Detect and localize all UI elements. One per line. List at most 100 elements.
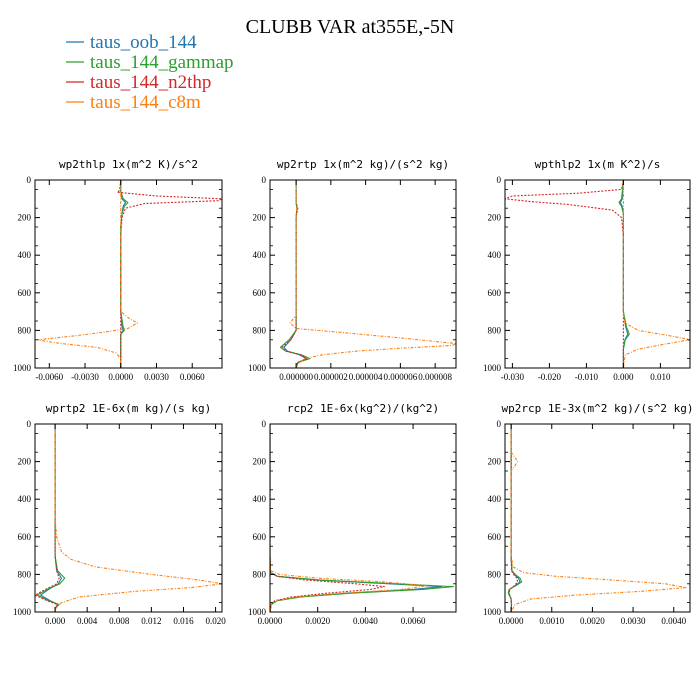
x-tick-label: 0.0030 xyxy=(621,616,646,626)
x-tick-label: -0.020 xyxy=(538,372,562,382)
series-line-taus_144_n2thp xyxy=(508,424,519,612)
y-tick-label: 0 xyxy=(27,419,32,429)
y-tick-label: 200 xyxy=(18,457,32,467)
plot-frame xyxy=(34,179,223,369)
x-tick-label: 0.0000 xyxy=(258,616,283,626)
chart-panels: wp2thlp 1x(m^2 K)/s^202004006008001000-0… xyxy=(13,158,694,626)
series-line-taus_144_gammap xyxy=(270,424,455,612)
figure-title: CLUBB VAR at355E,-5N xyxy=(246,16,455,38)
plot-frame xyxy=(269,423,457,613)
legend: taus_oob_144taus_144_gammaptaus_144_n2th… xyxy=(66,32,234,113)
panel-title: wprtp2 1E-6x(m kg)/(s kg) xyxy=(46,402,212,415)
y-tick-label: 0 xyxy=(27,175,32,185)
y-tick-label: 0 xyxy=(262,419,267,429)
x-tick-label: 0.004 xyxy=(77,616,98,626)
series-line-taus_144_gammap xyxy=(279,180,311,368)
series-line-taus_oob_144 xyxy=(40,424,63,612)
series-line-taus_144_gammap xyxy=(36,424,66,612)
x-tick-label: 0.0000 xyxy=(499,616,524,626)
series-line-taus_144_gammap xyxy=(507,424,523,612)
y-tick-label: 400 xyxy=(253,250,267,260)
x-tick-label: 0.012 xyxy=(141,616,161,626)
y-tick-label: 600 xyxy=(18,532,32,542)
x-tick-label: 0.0010 xyxy=(539,616,564,626)
x-tick-label: -0.0060 xyxy=(35,372,63,382)
y-tick-label: 200 xyxy=(488,213,502,223)
series-line-taus_144_c8m xyxy=(36,180,138,368)
y-tick-label: 400 xyxy=(18,250,32,260)
y-tick-label: 800 xyxy=(253,325,267,335)
y-tick-label: 200 xyxy=(253,213,267,223)
y-tick-label: 200 xyxy=(488,457,502,467)
series-line-taus_144_n2thp xyxy=(505,180,624,368)
x-tick-label: 0.000006 xyxy=(383,372,417,382)
y-tick-label: 800 xyxy=(18,569,32,579)
x-tick-label: 0.0020 xyxy=(580,616,605,626)
x-tick-label: 0.010 xyxy=(650,372,671,382)
y-tick-label: 0 xyxy=(497,175,502,185)
x-tick-label: 0.000004 xyxy=(349,372,383,382)
series-line-taus_144_gammap xyxy=(618,180,630,368)
chart-panel-6: wp2rcp 1E-3x(m^2 kg)/(s^2 kg) 0 200 400 600 8… xyxy=(483,402,694,626)
x-tick-label: -0.030 xyxy=(501,372,525,382)
series-line-taus_144_n2thp xyxy=(270,424,386,612)
y-tick-label: 800 xyxy=(18,325,32,335)
plot-frame xyxy=(504,179,691,369)
panel-title: wp2thlp 1x(m^2 K)/s^2 xyxy=(59,158,198,171)
legend-entry: taus_144_c8m xyxy=(90,92,201,113)
y-tick-label: 1000 xyxy=(483,607,502,617)
legend-entry: taus_144_gammap xyxy=(90,52,234,73)
panel-title: wp2rcp 1E-3x(m^2 kg)/(s^2 kg) xyxy=(501,402,693,415)
x-tick-label: -0.010 xyxy=(575,372,599,382)
y-tick-label: 400 xyxy=(488,250,502,260)
x-tick-label: 0.020 xyxy=(205,616,226,626)
chart-panel-2: wp2rtp 1x(m^2 kg)/(s^2 kg) 0 200 400 600 800 1… xyxy=(248,158,457,382)
x-tick-label: 0.0040 xyxy=(661,616,686,626)
panel-title: wp2rtp 1x(m^2 kg)/(s^2 kg) xyxy=(277,158,449,171)
legend-entry: taus_oob_144 xyxy=(90,32,197,53)
y-tick-label: 400 xyxy=(488,494,502,504)
x-tick-label: 0.000 xyxy=(613,372,634,382)
x-tick-label: 0.0020 xyxy=(305,616,330,626)
y-tick-label: 600 xyxy=(488,532,502,542)
series-line-taus_oob_144 xyxy=(283,180,308,368)
legend-entry: taus_144_n2thp xyxy=(90,72,211,93)
x-tick-label: 0.0030 xyxy=(144,372,169,382)
y-tick-label: 200 xyxy=(18,213,32,223)
series-line-taus_144_n2thp xyxy=(116,180,222,368)
y-tick-label: 0 xyxy=(262,175,267,185)
y-tick-label: 400 xyxy=(253,494,267,504)
series-line-taus_144_n2thp xyxy=(35,424,60,612)
x-tick-label: 0.0060 xyxy=(180,372,205,382)
y-tick-label: 600 xyxy=(253,532,267,542)
y-tick-label: 200 xyxy=(253,457,267,467)
y-tick-label: 800 xyxy=(253,569,267,579)
series-line-taus_144_c8m xyxy=(622,180,690,368)
plot-frame xyxy=(504,423,691,613)
y-tick-label: 1000 xyxy=(248,607,267,617)
chart-panel-4: wprtp2 1E-6x(m kg)/(s kg) 0 200 400 600 800 10… xyxy=(13,402,226,626)
panel-title: rcp2 1E-6x(kg^2)/(kg^2) xyxy=(287,402,439,415)
x-tick-label: 0.0000 xyxy=(108,372,133,382)
x-tick-label: 0.000008 xyxy=(418,372,452,382)
y-tick-label: 1000 xyxy=(483,363,502,373)
y-tick-label: 1000 xyxy=(13,363,32,373)
x-tick-label: 0.0060 xyxy=(401,616,426,626)
chart-panel-1: wp2thlp 1x(m^2 K)/s^2 0 200 400 600 800 1000-0… xyxy=(13,158,223,382)
y-tick-label: 1000 xyxy=(248,363,267,373)
chart-panel-3: wpthlp2 1x(m K^2)/s02004006008001000-0.0… xyxy=(483,158,691,382)
plot-frame xyxy=(269,179,457,369)
y-tick-label: 0 xyxy=(497,419,502,429)
series-line-taus_144_c8m xyxy=(289,180,456,368)
series-line-taus_144_n2thp xyxy=(281,180,309,368)
y-tick-label: 400 xyxy=(18,494,32,504)
y-tick-label: 800 xyxy=(488,325,502,335)
chart-panel-5: rcp2 1E-6x(kg^2)/(kg^2) 0 200 400 600 800 1000… xyxy=(248,402,457,626)
y-tick-label: 600 xyxy=(18,288,32,298)
x-tick-label: 0.000000 xyxy=(279,372,313,382)
series-line-taus_144_c8m xyxy=(510,424,687,612)
x-tick-label: 0.0040 xyxy=(353,616,378,626)
series-line-taus_144_c8m xyxy=(54,424,222,612)
series-line-taus_oob_144 xyxy=(120,180,127,368)
